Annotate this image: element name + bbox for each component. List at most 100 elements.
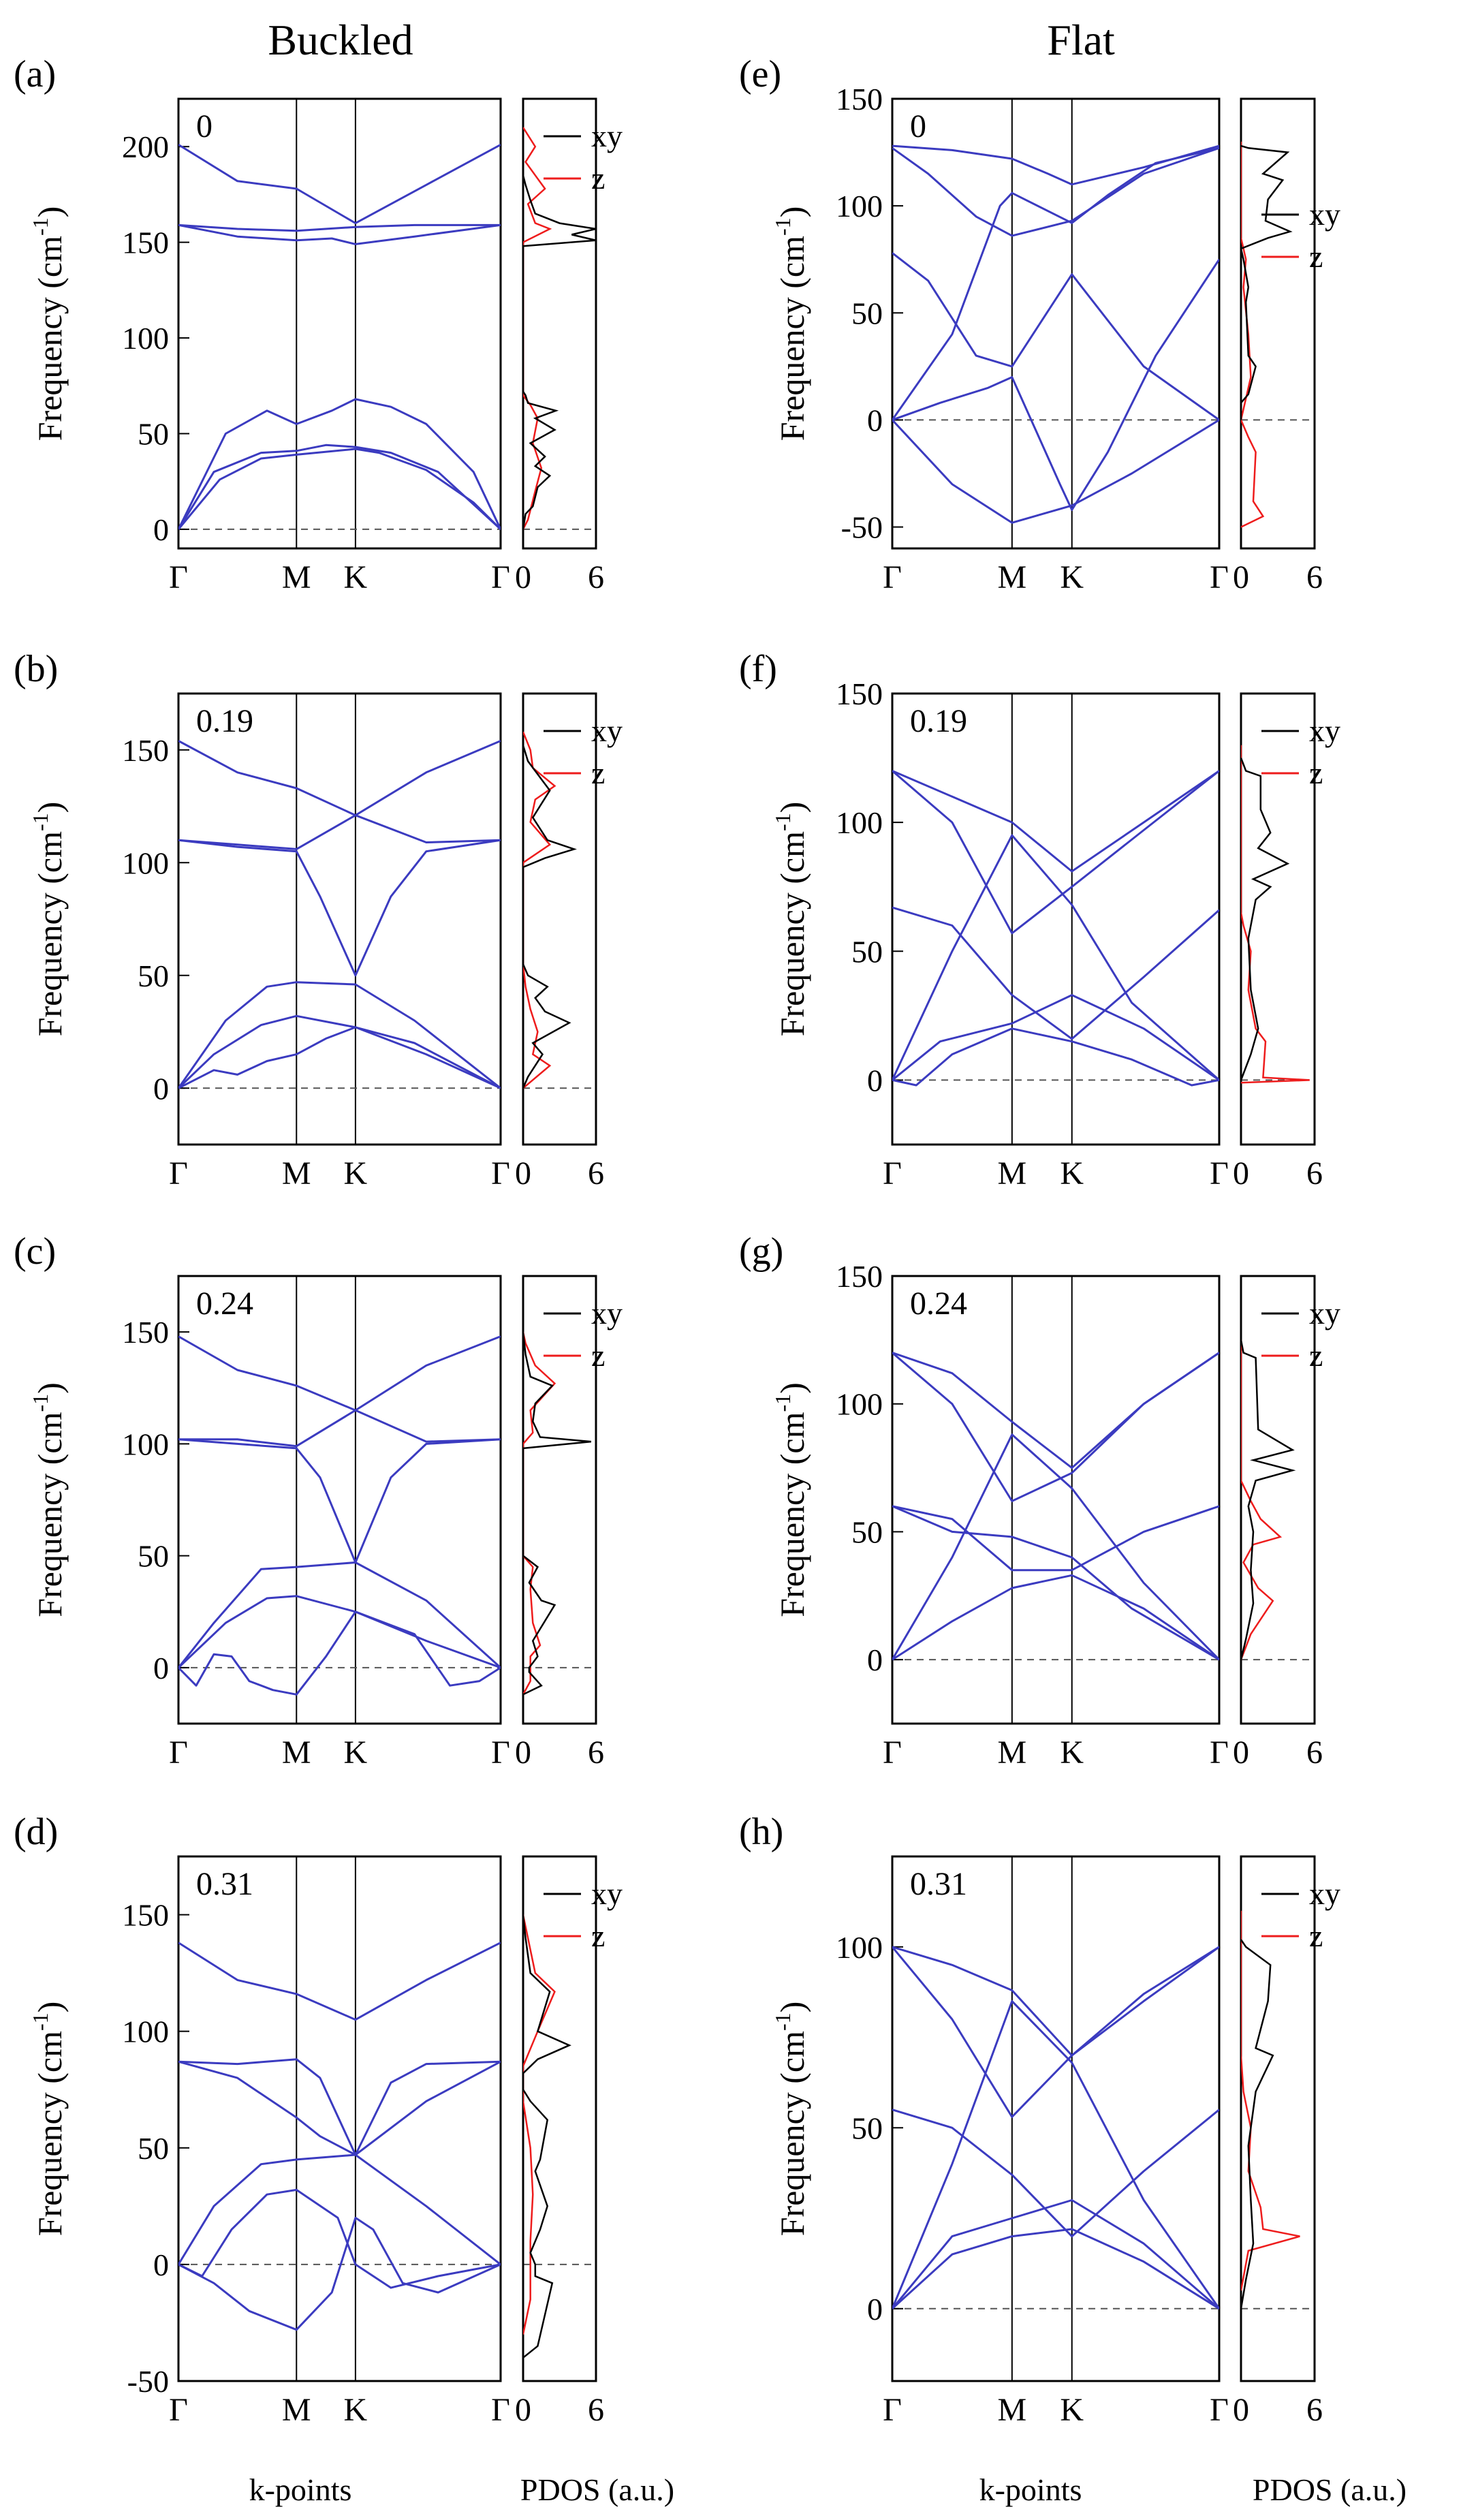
legend-label-z: z: [591, 1338, 605, 1373]
panel-a: 0 50 100 150 200 Frequency (cm-1) Γ M K Γ (a) 0 0 6 xy…: [14, 53, 623, 595]
kpoint-label: K: [344, 559, 368, 595]
xlabel-pdos-right: PDOS (a.u.): [1253, 2472, 1407, 2507]
pdos-z-curve: [523, 1331, 556, 1695]
band-axes-frame: [177, 692, 502, 1146]
xlabel-bands-right: k-points: [979, 2472, 1082, 2507]
panel-e: -50 0 50 100 150 Frequency (cm-1) Γ M K Γ (e) 0 0 6 xy…: [739, 53, 1340, 595]
y-tick-label: 0: [867, 2292, 883, 2327]
y-tick-label: 50: [138, 416, 169, 451]
pdos-z-curve: [1241, 141, 1265, 528]
kpoint-label: K: [1060, 559, 1084, 595]
phonon-band-1: [892, 419, 1219, 524]
kpoint-label: Γ: [169, 2392, 188, 2428]
phonon-band-6: [178, 740, 501, 817]
y-tick-label: -50: [127, 2364, 169, 2399]
y-tick-label: 150: [122, 225, 169, 260]
strain-value: 0.31: [910, 1866, 967, 1902]
phonon-band-2: [892, 2199, 1219, 2309]
panel-d: -50 0 50 100 150 Frequency (cm-1) Γ M K Γ (d) 0.31 0…: [14, 1811, 623, 2428]
band-lines: [178, 740, 501, 1089]
pdos-tick-label: 6: [588, 1155, 604, 1192]
phonon-band-2: [892, 994, 1219, 1081]
phonon-band-4: [892, 1505, 1219, 1661]
panel-label: (f): [739, 648, 777, 690]
kpoint-label: M: [997, 1735, 1026, 1771]
panel-label: (g): [739, 1230, 783, 1273]
y-tick-label: 50: [851, 1514, 883, 1549]
y-tick-label: 100: [122, 1427, 169, 1461]
y-tick-label: 0: [867, 1063, 883, 1098]
phonon-band-3: [178, 1561, 501, 1669]
strain-value: 0.19: [196, 703, 253, 739]
pdos-axes-frame: [1240, 1855, 1316, 2382]
pdos-tick-label: 0: [515, 1735, 531, 1771]
kpoint-label: Γ: [1210, 1155, 1229, 1192]
kpoint-label: K: [344, 1155, 368, 1192]
phonon-band-5: [892, 1352, 1219, 1502]
xlabel-pdos-left: PDOS (a.u.): [520, 2472, 674, 2507]
phonon-band-6: [892, 1352, 1219, 1469]
legend-label-xy: xy: [1309, 1296, 1340, 1331]
band-axes-frame: [177, 1275, 502, 1725]
y-tick-label: 150: [836, 82, 883, 116]
legend-label-z: z: [1309, 756, 1323, 790]
pdos-tick-label: 6: [588, 1735, 604, 1771]
panel-h: 0 50 100 Frequency (cm-1) Γ M K Γ (h) 0.31 0 6 xy z: [739, 1811, 1340, 2428]
pdos-axes-frame: [522, 692, 597, 1146]
panel-b: 0 50 100 150 Frequency (cm-1) Γ M K Γ (b) 0.19 0 6 xy…: [14, 648, 623, 1192]
pdos-tick-label: 6: [588, 2392, 604, 2428]
pdos-lines: [523, 731, 577, 1089]
band-lines: [178, 1942, 501, 2331]
phonon-band-2: [178, 2188, 501, 2289]
panel-label: (e): [739, 53, 781, 95]
pdos-axes-frame: [1240, 1275, 1316, 1725]
pdos-tick-label: 6: [588, 559, 604, 595]
y-axis-label: Frequency (cm-1): [28, 802, 69, 1037]
kpoint-label: M: [997, 1155, 1026, 1192]
legend-label-xy: xy: [1309, 713, 1340, 748]
phonon-band-6: [178, 144, 501, 225]
pdos-tick-label: 0: [1233, 2392, 1249, 2428]
y-tick-label: 100: [122, 321, 169, 356]
pdos-lines: [1241, 1910, 1300, 2309]
legend-label-z: z: [591, 1918, 605, 1953]
kpoint-label: Γ: [883, 2392, 902, 2428]
phonon-band-6: [892, 144, 1219, 186]
y-tick-label: 100: [836, 189, 883, 223]
phonon-band-4: [178, 1438, 501, 1564]
column-title-flat: Flat: [1047, 16, 1115, 64]
kpoint-label: K: [344, 1735, 368, 1771]
y-axis-label: Frequency (cm-1): [770, 206, 811, 441]
y-tick-label: 0: [153, 2247, 169, 2282]
phonon-band-4: [178, 839, 501, 977]
phonon-band-1: [892, 1574, 1219, 1661]
pdos-xy-curve: [1241, 144, 1293, 420]
kpoint-label: M: [282, 2392, 311, 2428]
phonon-band-1: [892, 1027, 1219, 1087]
y-axis-label: Frequency (cm-1): [28, 1382, 69, 1617]
phonon-band-4: [178, 223, 501, 245]
pdos-tick-label: 0: [515, 559, 531, 595]
band-lines: [892, 144, 1219, 524]
phonon-band-3: [892, 1505, 1219, 1572]
y-tick-label: 50: [851, 934, 883, 969]
pdos-axes-frame: [1240, 97, 1316, 550]
phonon-band-2: [178, 1014, 501, 1089]
strain-value: 0.24: [910, 1286, 967, 1322]
y-tick-label: 50: [138, 959, 169, 993]
pdos-tick-label: 6: [1306, 2392, 1323, 2428]
pdos-axes-frame: [522, 1275, 597, 1725]
phonon-band-1: [178, 448, 501, 530]
strain-value: 0: [196, 108, 213, 144]
band-axes-frame: [891, 1855, 1221, 2382]
legend-label-z: z: [1309, 1918, 1323, 1953]
pdos-lines: [523, 1331, 592, 1696]
panel-label: (c): [14, 1230, 56, 1273]
y-tick-label: 100: [836, 805, 883, 840]
y-tick-label: 0: [153, 1071, 169, 1106]
kpoint-label: M: [282, 559, 311, 595]
phonon-band-5: [178, 223, 501, 232]
y-tick-label: 50: [138, 2131, 169, 2166]
pdos-z-curve: [523, 731, 556, 1089]
